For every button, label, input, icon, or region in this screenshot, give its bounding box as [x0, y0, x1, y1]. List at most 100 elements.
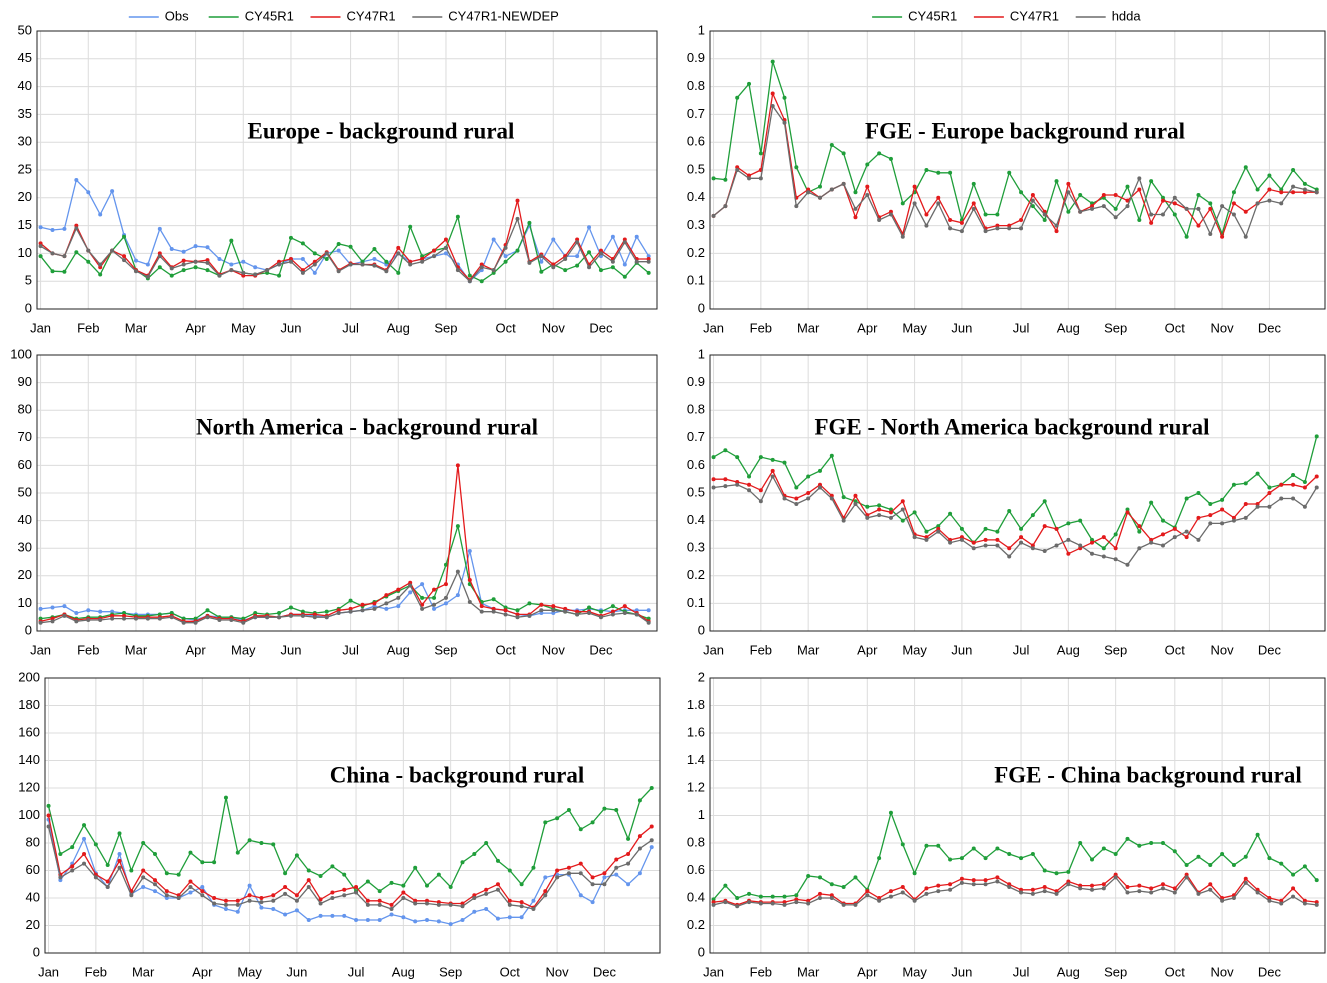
data-point [575, 254, 580, 259]
data-point [1184, 496, 1189, 501]
data-point [1078, 543, 1083, 548]
data-point [455, 593, 460, 598]
data-point [1125, 836, 1130, 841]
data-point [1231, 212, 1236, 217]
y-tick-label: 1 [698, 346, 705, 361]
data-point [1172, 849, 1177, 854]
data-point [551, 237, 556, 242]
data-point [472, 852, 477, 856]
data-point [841, 181, 846, 186]
data-point [971, 878, 976, 883]
x-tick-label: Oct [500, 964, 521, 979]
data-point [306, 878, 311, 883]
data-point [646, 259, 651, 264]
data-point [912, 201, 917, 206]
data-point [62, 604, 67, 609]
y-tick-label: 0.8 [687, 834, 705, 849]
data-point [300, 270, 305, 275]
data-point [86, 248, 91, 253]
legend-label: CY47R1-NEWDEP [448, 8, 559, 23]
data-point [277, 615, 282, 620]
y-tick-label: 1.6 [687, 724, 705, 739]
data-point [575, 612, 580, 617]
data-point [1255, 471, 1260, 476]
data-point [1125, 198, 1130, 203]
x-tick-label: Jul [1013, 642, 1030, 657]
data-point [105, 863, 110, 867]
data-point [372, 246, 377, 251]
data-point [888, 889, 893, 894]
data-point [360, 259, 365, 264]
data-point [217, 617, 222, 622]
data-point [519, 915, 524, 920]
data-point [294, 853, 299, 858]
data-point [1042, 524, 1047, 529]
data-point [1196, 891, 1201, 896]
data-point [105, 879, 110, 884]
data-point [1291, 496, 1296, 501]
data-point [983, 229, 988, 234]
data-point [578, 893, 583, 898]
data-point [806, 187, 811, 192]
data-point [1208, 863, 1213, 867]
data-point [995, 226, 1000, 231]
data-point [649, 786, 654, 790]
data-point [223, 907, 228, 911]
data-point [491, 597, 496, 602]
data-point [176, 896, 181, 900]
data-point [598, 609, 603, 614]
data-point [936, 843, 941, 848]
series-line [713, 469, 1318, 555]
data-point [277, 611, 282, 616]
data-point [646, 620, 651, 625]
data-point [817, 184, 822, 189]
y-tick-label: 180 [18, 697, 40, 712]
data-point [1231, 482, 1236, 487]
data-point [460, 904, 465, 909]
data-point [1208, 201, 1213, 206]
data-point [503, 245, 508, 250]
data-point [877, 898, 882, 903]
x-tick-label: Sep [1104, 320, 1127, 335]
data-point [515, 198, 520, 203]
data-point [1019, 218, 1024, 223]
data-point [1019, 226, 1024, 231]
data-point [200, 885, 205, 889]
chart-title: FGE - Europe background rural [865, 118, 1185, 143]
data-point [217, 256, 222, 261]
data-point [1160, 532, 1165, 537]
x-tick-label: May [902, 320, 927, 335]
data-point [46, 803, 51, 808]
data-point [782, 894, 787, 899]
data-point [626, 852, 631, 856]
data-point [578, 861, 583, 866]
x-tick-label: Jul [348, 964, 365, 979]
data-point [1231, 518, 1236, 523]
data-point [1160, 198, 1165, 203]
data-point [841, 902, 846, 907]
data-point [70, 868, 75, 873]
data-point [1208, 231, 1213, 236]
data-point [590, 900, 595, 905]
x-tick-label: May [231, 320, 256, 335]
y-tick-label: 45 [18, 50, 32, 65]
data-point [817, 482, 822, 487]
data-point [995, 846, 1000, 851]
data-point [1279, 190, 1284, 195]
data-point [1314, 485, 1319, 490]
data-point [770, 901, 775, 906]
data-point [1019, 190, 1024, 195]
data-point [877, 218, 882, 223]
data-point [164, 871, 169, 876]
series-line [40, 214, 650, 282]
x-tick-label: Jun [951, 642, 972, 657]
data-point [122, 613, 127, 618]
data-point [959, 856, 964, 861]
data-point [983, 882, 988, 887]
data-point [649, 824, 654, 829]
data-point [587, 250, 592, 255]
y-tick-label: 40 [18, 78, 32, 93]
x-tick-label: Jun [280, 642, 301, 657]
data-point [472, 893, 477, 898]
data-point [598, 248, 603, 253]
